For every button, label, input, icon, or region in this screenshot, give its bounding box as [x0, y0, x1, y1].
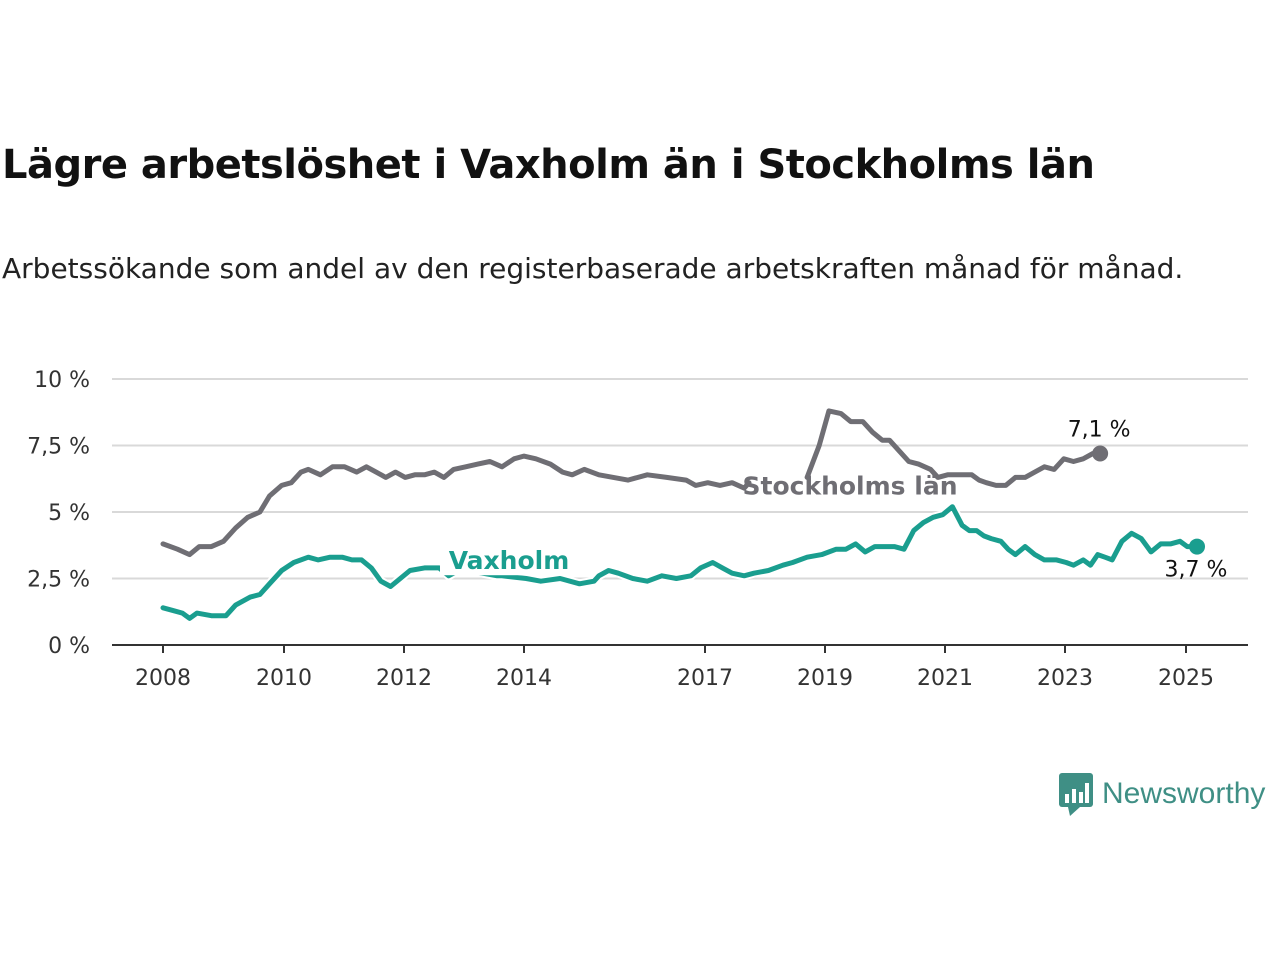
- x-tick-label: 2010: [256, 666, 312, 691]
- newsworthy-logo: Newsworthy: [1058, 772, 1265, 816]
- series-halo-vaxholm: [161, 502, 1197, 623]
- x-tick-label: 2023: [1037, 666, 1093, 691]
- series-label-stockholms-lan: Stockholms län: [743, 471, 958, 500]
- series-label-bg-vaxholm: [440, 545, 578, 576]
- newsworthy-logo-icon: [1059, 773, 1093, 816]
- end-point-vaxholm: [1189, 538, 1205, 555]
- x-tick-label: 2025: [1158, 666, 1214, 691]
- series-line-vaxholm: [160, 504, 1200, 621]
- line-chart: 0 % 2,5 % 5 % 7,5 % 10 % 2008 2010 2012 2014 201…: [27, 368, 1248, 691]
- series-line-stockholms-lan: [160, 453, 752, 558]
- series-line-stockholms-lan-cont: [804, 408, 1103, 488]
- y-tick-label: 2,5 %: [27, 568, 90, 593]
- x-tick-label: 2019: [797, 666, 853, 691]
- x-axis: 2008 2010 2012 2014 2017 2019 2021 2023 2025: [112, 644, 1248, 691]
- brand-name: Newsworthy: [1102, 777, 1266, 810]
- chart-title: Lägre arbetslöshet i Vaxholm än i Stockh…: [2, 142, 1095, 188]
- chart-subtitle: Arbetssökande som andel av den registerb…: [2, 252, 1184, 285]
- series-label-vaxholm: Vaxholm: [449, 546, 570, 575]
- end-label-stockholms-lan: 7,1 %: [1068, 417, 1131, 442]
- x-tick-label: 2021: [917, 666, 973, 691]
- end-label-vaxholm: 3,7 %: [1165, 558, 1228, 583]
- series-labels: Stockholms län 7,1 % Vaxholm 3,7 %: [440, 417, 1228, 583]
- x-tick-label: 2014: [496, 666, 552, 691]
- y-tick-label: 5 %: [48, 501, 90, 526]
- y-tick-label: 10 %: [34, 368, 90, 393]
- x-tick-label: 2017: [677, 666, 733, 691]
- y-tick-label: 7,5 %: [27, 435, 90, 460]
- series-lines: [160, 408, 1205, 623]
- x-tick-label: 2012: [376, 666, 432, 691]
- y-tick-label: 0 %: [48, 634, 90, 659]
- y-axis-ticks: 0 % 2,5 % 5 % 7,5 % 10 %: [27, 368, 90, 659]
- end-point-stockholms-lan: [1092, 445, 1109, 462]
- x-tick-label: 2008: [135, 666, 191, 691]
